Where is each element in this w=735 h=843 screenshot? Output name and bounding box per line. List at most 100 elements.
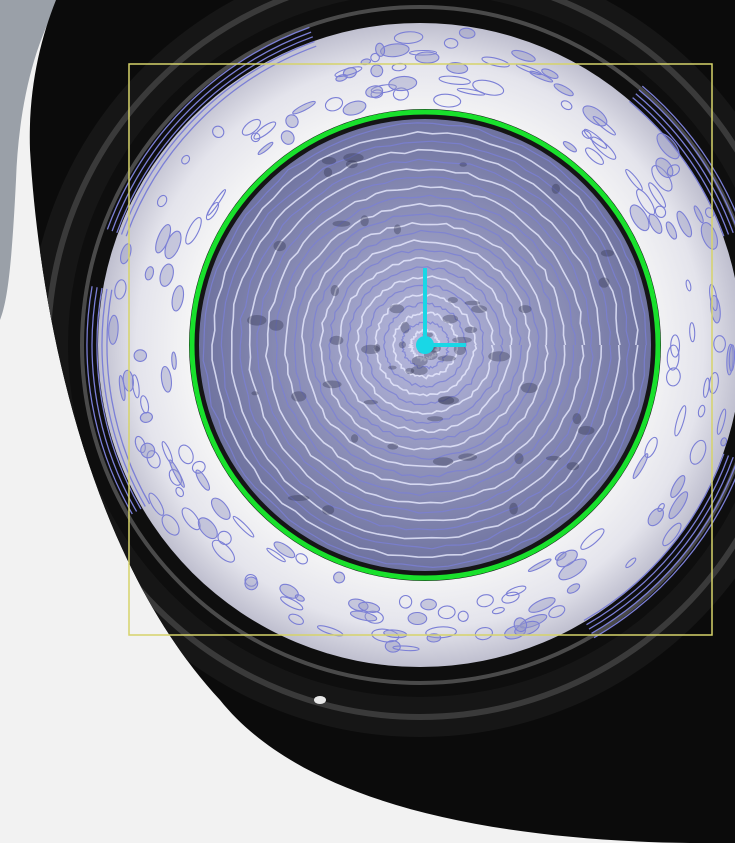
rim-blob-contour	[370, 64, 384, 78]
rim-blob-contour	[553, 83, 574, 97]
rim-blob-contour	[212, 125, 225, 138]
rim-blob-contour	[280, 130, 295, 145]
disc-blotch	[389, 304, 405, 314]
outer-arc-contour	[641, 85, 735, 230]
disc-blotch	[363, 399, 378, 405]
rim-blob-contour	[668, 491, 689, 520]
disc-blotch	[400, 321, 410, 334]
rim-blob-contour	[674, 405, 687, 437]
rim-blob-contour	[285, 114, 299, 129]
disc-blotch	[330, 285, 339, 297]
outer-arc-contour	[106, 26, 310, 230]
rim-blob-contour	[629, 204, 650, 232]
rim-blob-contour	[349, 610, 378, 622]
rim-blob-contour	[380, 43, 410, 58]
disc-texture	[202, 122, 647, 569]
rim-blob-contour	[414, 51, 440, 64]
disc-blotch	[458, 453, 478, 461]
disc-blotch	[329, 335, 344, 345]
rim-blob-contour	[171, 285, 185, 312]
rim-blob-contour	[670, 475, 686, 498]
fitted-circle	[189, 109, 661, 581]
mid-ring-edge	[80, 5, 735, 685]
rim-blob-contour	[648, 213, 663, 234]
rim-blob-contour	[144, 266, 155, 281]
rim-blob-contour	[726, 343, 734, 376]
disc-ring-contour	[310, 229, 540, 460]
rim-blob-contour	[266, 547, 286, 563]
rim-blob-contour	[408, 49, 438, 56]
rim-blob-contour	[697, 404, 706, 418]
rim-blob-contour	[294, 594, 305, 602]
disc-blotch	[343, 153, 364, 163]
outer-arc-contour	[632, 97, 730, 235]
rim-blob-contour	[437, 605, 456, 620]
outer-arc-contour	[116, 36, 314, 234]
rim-blob-contour	[528, 597, 556, 613]
disc-ring-contour	[301, 221, 549, 468]
outer-arc-contour	[91, 287, 138, 512]
disc-blotch	[322, 380, 342, 389]
disc-blotch	[432, 457, 454, 466]
rim-blob-contour	[273, 541, 296, 559]
rim-blob-contour	[689, 322, 696, 343]
rim-blob-contour	[472, 79, 505, 96]
rim-blob-contour	[195, 469, 211, 491]
rim-blob-contour	[693, 205, 704, 224]
disc-blotch	[268, 319, 284, 331]
rim-blob-contour	[433, 93, 462, 108]
rim-blob-contour	[425, 626, 457, 639]
center-dot	[416, 336, 434, 354]
disc-blotch	[388, 365, 397, 370]
disc-blotch	[566, 462, 579, 471]
edge-contours	[86, 26, 735, 639]
disc-blotch	[373, 344, 381, 352]
rim-blob-contour	[665, 221, 678, 240]
rim-blob-contour	[666, 367, 681, 387]
disc-blotch	[520, 382, 538, 394]
rim-blob-contour	[456, 87, 486, 96]
disc-ring-contour	[338, 256, 513, 434]
disc-blotch	[437, 396, 455, 405]
disc-blotch	[518, 305, 532, 314]
rim-blob-contour	[118, 374, 126, 402]
disc-blotch	[393, 224, 401, 235]
rim-blob-contour	[710, 294, 721, 324]
rim-blob-contour	[140, 442, 156, 459]
rim-blob-contour	[541, 68, 559, 79]
rim-blob-contour	[476, 594, 494, 608]
disc-blotch	[464, 300, 480, 306]
rim-blob-contour	[651, 165, 673, 192]
rim-blob-contour	[342, 100, 367, 116]
disc-blotch	[321, 157, 337, 165]
rim-blob-contour	[501, 591, 520, 604]
rim-blob-contour	[426, 633, 442, 643]
disc-blotch	[438, 396, 460, 405]
rim-blob-contour	[375, 42, 386, 57]
rim-blob-contour	[140, 395, 150, 414]
rim-blob-contour	[191, 460, 206, 474]
disc-blotch	[405, 367, 415, 375]
rim-blob-contour	[655, 157, 674, 179]
rim-blob-contour	[583, 128, 608, 149]
disc-blotch	[351, 434, 359, 443]
rim-blob-contour	[656, 132, 680, 160]
disc-blotch	[410, 365, 428, 376]
rim-blob-contour	[398, 594, 413, 609]
disc-blotch	[247, 315, 267, 326]
outer-arc-contour	[106, 289, 151, 505]
rim-blob-contour	[580, 528, 605, 550]
rim-blob-contour	[713, 335, 726, 353]
rim-blob-contour	[716, 408, 727, 435]
rim-blob-contour	[392, 87, 409, 101]
rim-blob-contour	[657, 503, 665, 512]
disc-blotch	[322, 505, 335, 515]
rim-blob-contour	[292, 100, 316, 115]
rim-blob-contour	[185, 216, 202, 245]
rim-blob-contour	[420, 598, 437, 611]
rim-blob-contour	[647, 507, 664, 527]
disc-blotch	[360, 215, 369, 227]
rim-blob-contour	[114, 279, 127, 300]
